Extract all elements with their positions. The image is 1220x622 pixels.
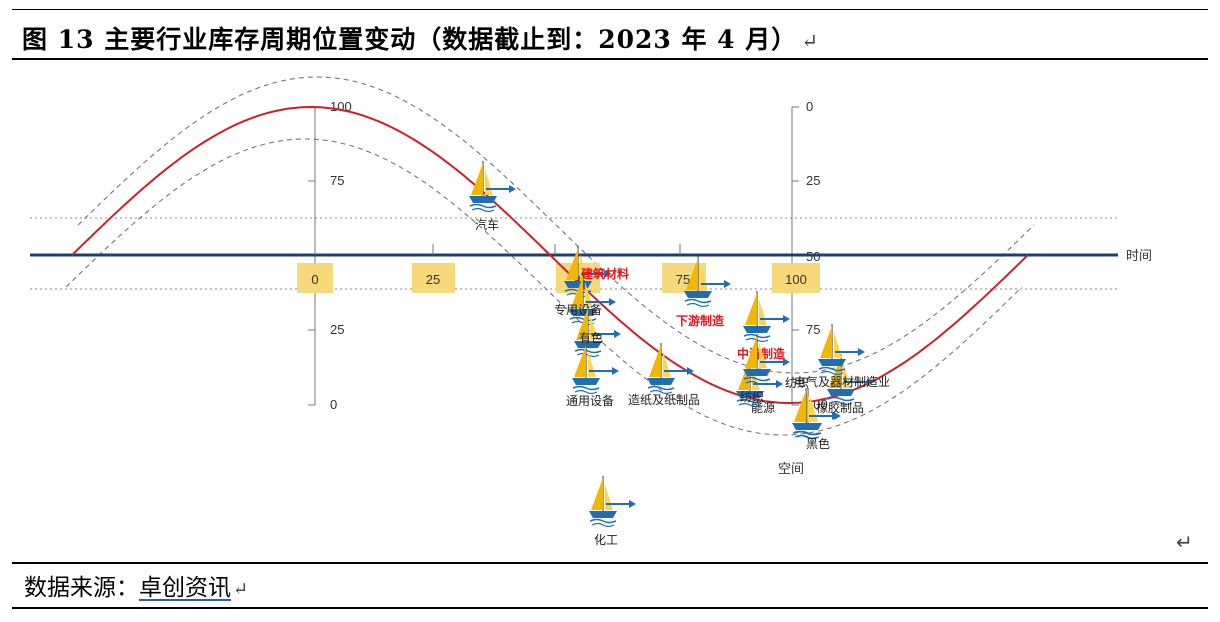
return-mark-icon: ↵ [1176, 530, 1193, 554]
boat-icon [647, 343, 694, 395]
tick-box-75 [662, 263, 706, 293]
time-axis-ticks [314, 244, 681, 255]
boat-icon [827, 354, 874, 406]
tick-box-25 [412, 263, 455, 293]
main-tick-100: 100 [785, 272, 807, 287]
boat-icon [469, 161, 516, 213]
boat-icon [684, 256, 731, 308]
industry-label: 建筑材料 [580, 266, 629, 281]
boat-icon [792, 388, 839, 440]
data-source: 数据来源：卓创资讯 ↵ [24, 568, 248, 602]
industry-label: 汽车 [475, 217, 499, 232]
top-rule [12, 9, 1208, 10]
figure-title: 图 13 主要行业库存周期位置变动（数据截止到：2023 年 4 月） ↵ [22, 20, 819, 56]
space-axis-label: 空间 [778, 461, 804, 476]
bottom-rule [12, 607, 1208, 609]
title-rule [12, 58, 1208, 60]
tick-box-0 [297, 263, 333, 293]
industry-label: 纺织 [785, 376, 809, 390]
boat-icon [743, 291, 790, 343]
boat-icon [743, 334, 790, 386]
return-mark-icon: ↵ [233, 579, 249, 600]
industry-markers: 汽车 建筑材料 专用设备 有色 通用设备 [469, 161, 890, 547]
source-top-rule [12, 562, 1208, 564]
industry-label: 纺织 [740, 390, 764, 404]
boat-icon [589, 476, 636, 528]
boat-icon [572, 343, 619, 395]
industry-label: 电气及器材制造业 [794, 374, 890, 389]
main-tick-25: 25 [426, 272, 440, 287]
industry-label: 通用设备 [566, 394, 614, 408]
industry-label: 下游制造 [676, 313, 725, 328]
tick-box-100 [772, 263, 820, 293]
industry-label: 专用设备 [554, 302, 602, 317]
source-prefix: 数据来源： [24, 575, 139, 601]
figure-title-text: 图 13 主要行业库存周期位置变动（数据截止到：2023 年 4 月） [22, 25, 798, 54]
time-axis-label: 时间 [1126, 248, 1152, 263]
right-scale-tick-75: 75 [806, 322, 820, 337]
boat-icon [818, 324, 865, 376]
main-tick-0: 0 [311, 272, 318, 287]
main-tick-75: 75 [676, 272, 690, 287]
industry-label: 造纸及纸制品 [628, 393, 700, 407]
industry-label: 黑色 [806, 437, 830, 451]
left-scale-tick-0: 0 [330, 397, 337, 412]
left-scale-tick-75: 75 [330, 173, 344, 188]
return-mark-icon: ↵ [801, 29, 820, 53]
upper-envelope-curve [77, 76, 1035, 374]
source-name: 卓创资讯 [139, 575, 231, 601]
industry-label: 能源 [751, 401, 775, 415]
left-scale-tick-25: 25 [330, 322, 344, 337]
industry-label: 有色 [579, 331, 603, 345]
right-scale-tick-0: 0 [806, 99, 813, 114]
right-scale-ticks [792, 106, 799, 406]
industry-label: 橡胶制品 [816, 400, 864, 415]
right-scale-tick-25: 25 [806, 173, 820, 188]
lower-envelope-curve [65, 138, 1023, 436]
industry-label: 化工 [594, 533, 618, 547]
boat-icon [569, 274, 616, 326]
